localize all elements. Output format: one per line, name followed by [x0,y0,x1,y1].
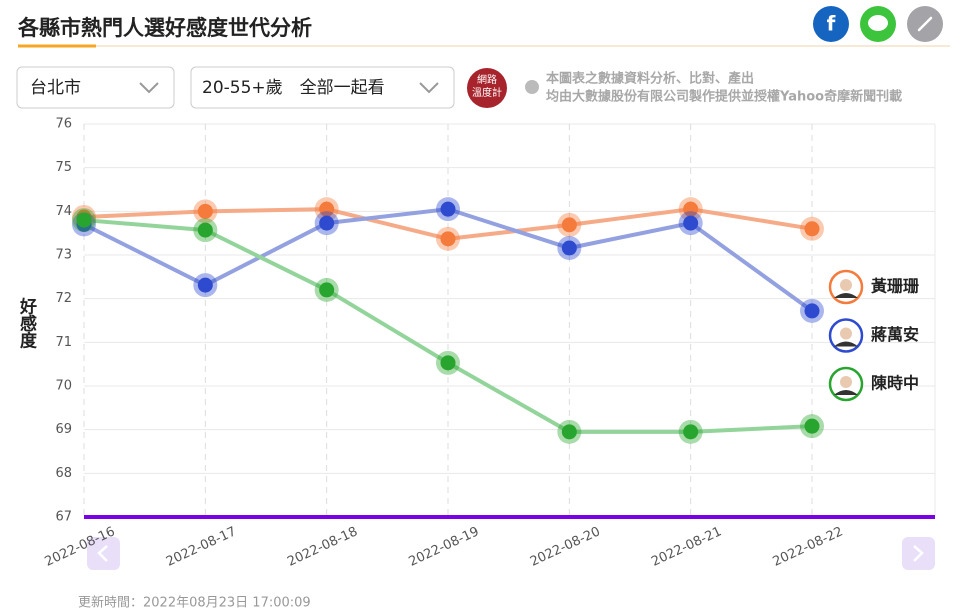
logo-text: 網路 [477,73,497,86]
marker [197,203,213,219]
y-axis-label: 好感度 [16,296,38,349]
y-tick-label: 74 [55,204,72,219]
marker [561,217,577,233]
x-tick-label: 2022-08-20 [528,524,603,570]
dropdown-label: 台北市 [30,78,81,98]
legend-avatar-body [834,390,858,395]
update-time: 更新時間：2022年08月23日 17:00:09 [78,595,311,611]
legend-avatar-face [840,327,852,340]
marker [683,215,699,231]
marker [76,212,92,228]
legend-label: 黃珊珊 [870,277,919,296]
legend-avatar-face [840,376,852,388]
disclaimer: 均由大數據股份有限公司製作提供並授權Yahoo奇摩新聞刊載 [546,89,902,105]
marker [440,231,456,247]
marker [197,277,213,293]
y-tick-label: 68 [55,466,72,481]
marker [440,355,456,371]
marker [683,424,699,440]
dropdown-city[interactable] [16,66,175,109]
y-tick-label: 67 [55,510,72,525]
prev-button[interactable] [87,537,120,570]
chart-title: 各縣市熱門人選好感度世代分析 [17,16,312,40]
x-tick-label: 2022-08-18 [285,524,360,570]
legend-avatar-body [834,341,858,347]
y-tick-label: 69 [55,422,72,437]
share-line[interactable] [860,6,896,42]
dropdown-age[interactable] [190,66,455,109]
marker [683,201,699,217]
x-tick-label: 2022-08-22 [771,524,846,570]
marker [319,201,335,217]
info-icon [525,80,539,94]
dropdown-label: 20-55+歲 全部一起看 [202,78,385,98]
marker [561,240,577,256]
share-facebook[interactable]: f [813,6,849,42]
logo-text: 溫度計 [472,86,502,99]
marker [804,221,820,237]
marker [804,303,820,319]
logo [467,68,507,108]
marker [319,282,335,298]
svg-text:f: f [827,12,836,36]
y-tick-label: 71 [55,335,72,350]
legend-label: 陳時中 [871,374,919,393]
y-tick-label: 76 [55,117,72,132]
marker [319,215,335,231]
y-tick-label: 72 [55,291,72,306]
legend-label: 蔣萬安 [871,325,919,344]
next-button[interactable] [902,537,935,570]
y-tick-label: 75 [55,160,72,175]
disclaimer: 本圖表之數據資料分析、比對、產出 [546,71,754,87]
legend-avatar-face [840,279,852,291]
share-link[interactable] [907,6,943,42]
x-tick-label: 2022-08-19 [407,524,482,570]
y-tick-label: 70 [55,379,72,394]
x-tick-label: 2022-08-17 [164,524,239,570]
legend-avatar-body [834,293,858,298]
marker [440,201,456,217]
marker [804,418,820,434]
x-tick-label: 2022-08-21 [649,524,724,570]
y-tick-label: 73 [55,248,72,263]
marker [561,424,577,440]
marker [197,222,213,238]
